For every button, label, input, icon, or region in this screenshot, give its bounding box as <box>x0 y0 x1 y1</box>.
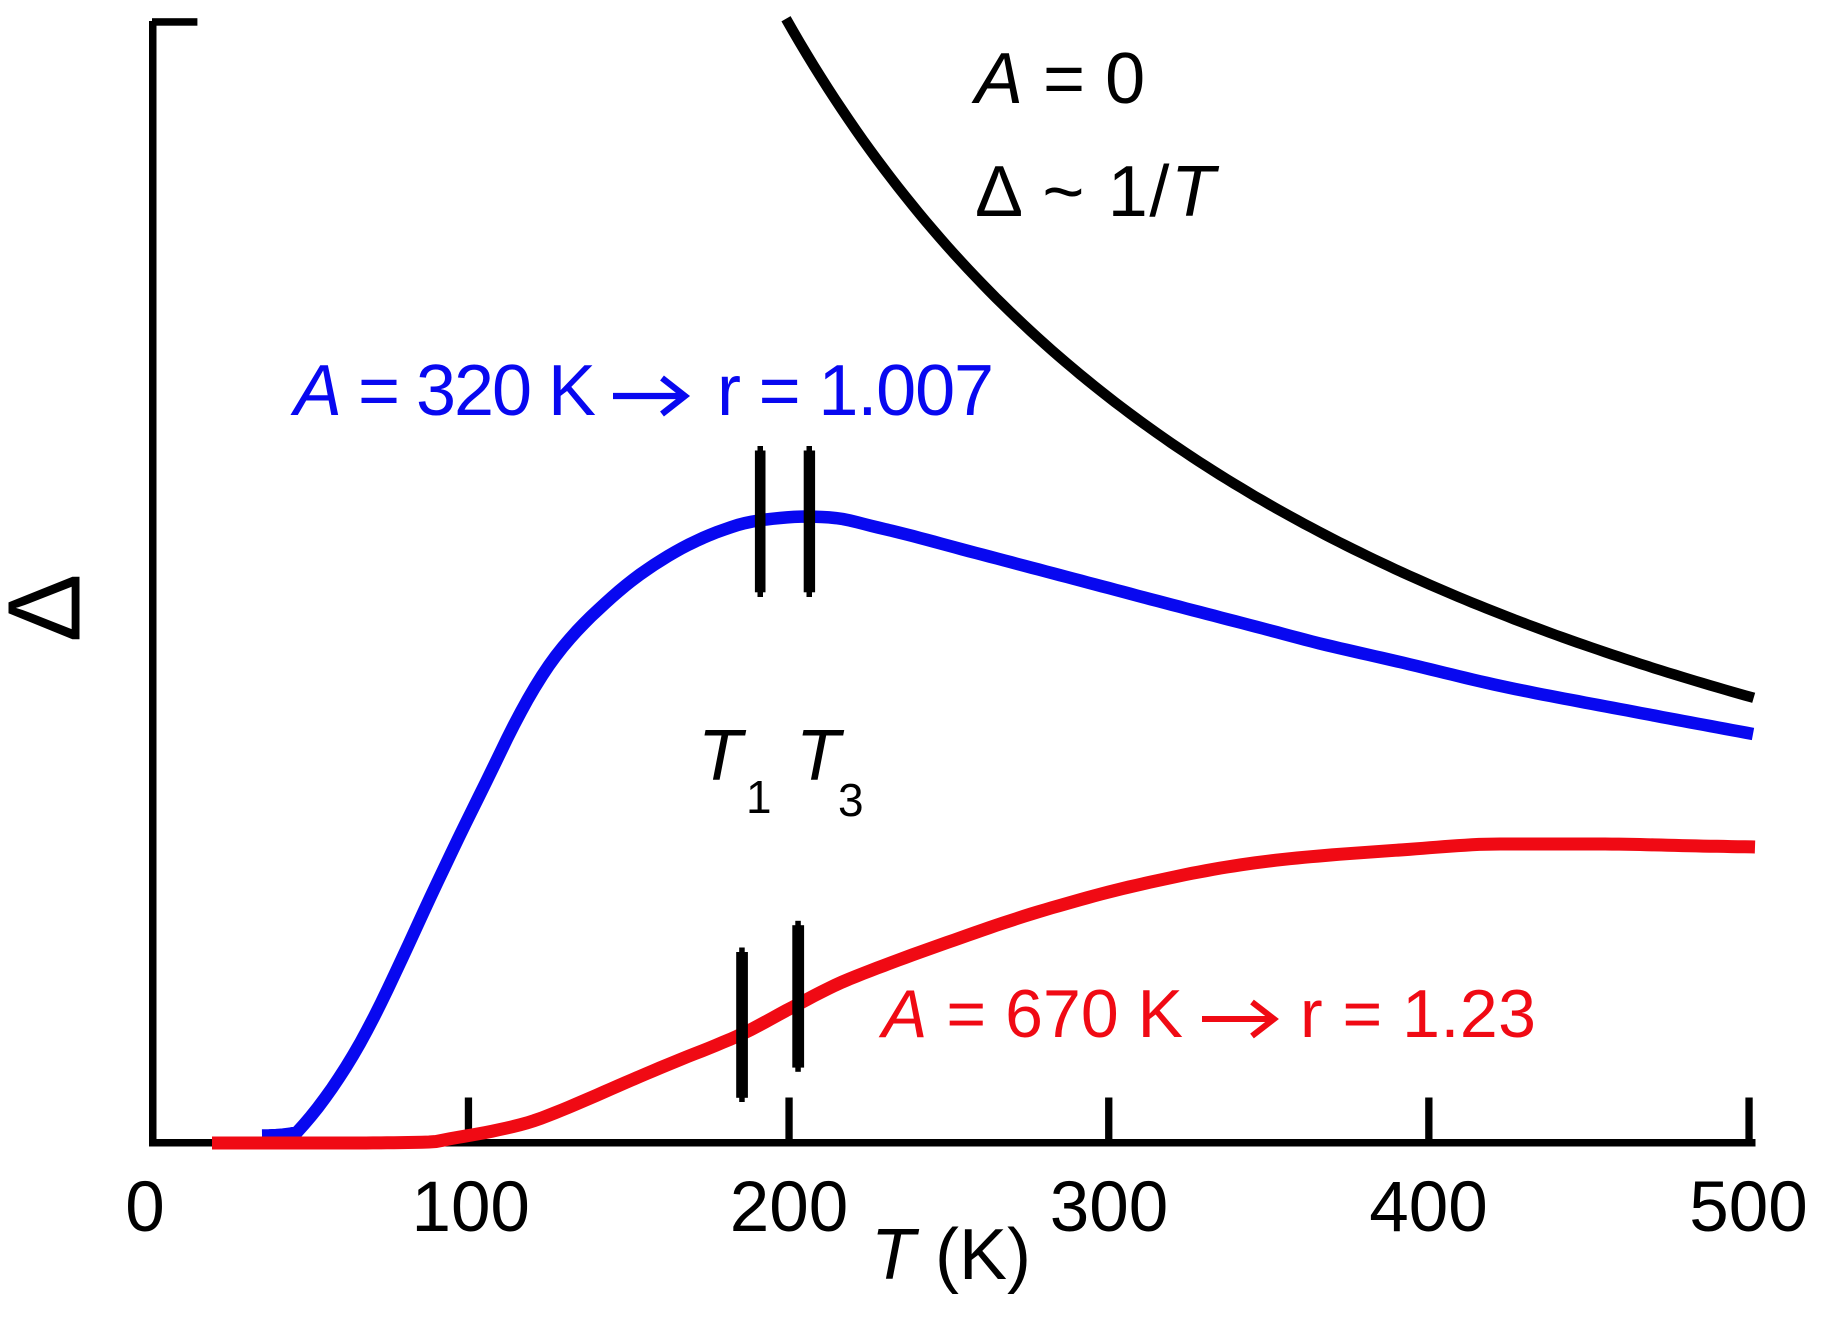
svg-text:200: 200 <box>730 1168 848 1247</box>
svg-text:Δ: Δ <box>0 574 102 643</box>
svg-text:Δ ~ 1/T: Δ ~ 1/T <box>975 152 1220 232</box>
svg-text:300: 300 <box>1050 1168 1168 1247</box>
svg-text:0: 0 <box>125 1168 165 1247</box>
svg-text:1: 1 <box>746 771 772 823</box>
svg-text:T (K): T (K) <box>871 1215 1031 1295</box>
svg-text:T: T <box>796 716 845 796</box>
svg-text:3: 3 <box>838 774 864 826</box>
svg-text:A = 670 K: A = 670 K <box>878 976 1183 1052</box>
svg-text:r = 1.23: r = 1.23 <box>1300 976 1536 1052</box>
svg-text:500: 500 <box>1689 1168 1807 1247</box>
svg-text:100: 100 <box>411 1168 529 1247</box>
svg-text:400: 400 <box>1369 1168 1487 1247</box>
svg-text:T: T <box>698 716 747 796</box>
svg-text:r = 1.007: r = 1.007 <box>717 351 994 431</box>
svg-text:A = 320 K: A = 320 K <box>290 351 596 431</box>
svg-text:A = 0: A = 0 <box>971 39 1145 119</box>
